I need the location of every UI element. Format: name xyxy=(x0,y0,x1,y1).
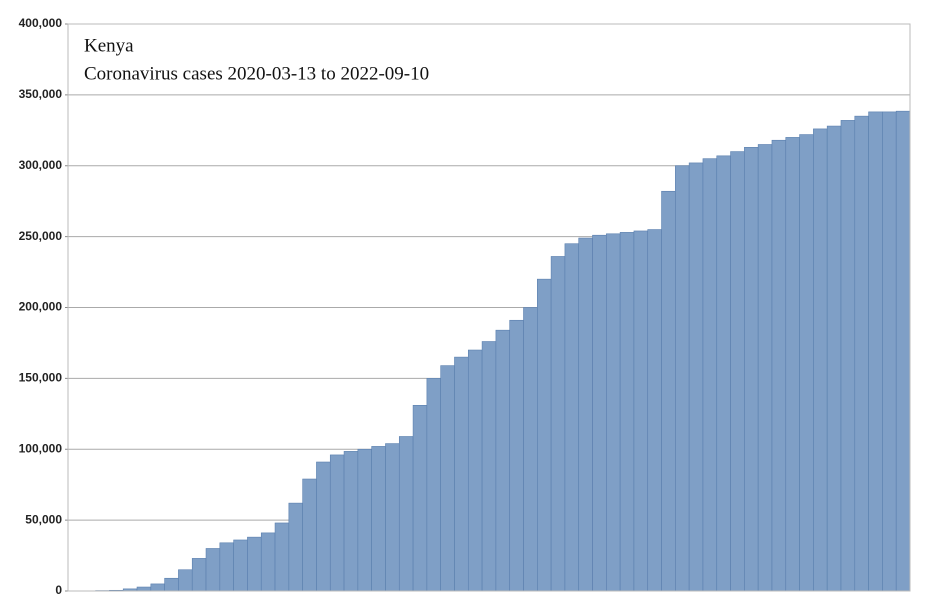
bar xyxy=(550,256,566,592)
bar xyxy=(647,229,662,592)
bar xyxy=(826,125,842,592)
chart-title: Kenya xyxy=(84,35,134,56)
bar xyxy=(288,502,303,592)
bar xyxy=(495,329,511,592)
bar xyxy=(481,341,497,592)
bar xyxy=(537,278,552,592)
y-tick-label: 200,000 xyxy=(19,300,63,314)
bar xyxy=(509,319,524,592)
bar xyxy=(730,151,745,592)
bar xyxy=(205,548,221,592)
bar xyxy=(247,536,262,592)
bar xyxy=(274,522,290,592)
bar xyxy=(357,448,372,592)
bar xyxy=(454,356,469,592)
bar xyxy=(606,233,621,592)
bar xyxy=(619,232,635,592)
bar xyxy=(302,478,317,592)
bar xyxy=(523,307,538,592)
bar xyxy=(385,443,400,592)
bar xyxy=(675,165,690,592)
y-tick-label: 350,000 xyxy=(19,87,63,101)
bar xyxy=(757,144,773,592)
y-tick-label: 0 xyxy=(55,583,62,597)
y-tick-label: 100,000 xyxy=(19,441,63,455)
bar xyxy=(716,155,731,592)
bar xyxy=(191,558,207,592)
bar xyxy=(854,115,869,592)
bar xyxy=(440,365,455,592)
bar xyxy=(868,111,883,592)
bar xyxy=(178,569,193,592)
bar xyxy=(688,162,704,592)
bar xyxy=(799,134,814,592)
bar xyxy=(136,586,152,592)
bar xyxy=(412,405,428,592)
bar xyxy=(371,446,386,592)
bar xyxy=(316,461,331,592)
bar xyxy=(840,120,856,592)
bar xyxy=(150,583,165,592)
bar xyxy=(578,237,593,592)
bar xyxy=(219,542,234,592)
bar xyxy=(744,147,759,592)
bar xyxy=(785,137,800,592)
chart-subtitle: Coronavirus cases 2020-03-13 to 2022-09-… xyxy=(84,63,429,84)
y-tick-label: 50,000 xyxy=(25,512,62,526)
bar xyxy=(426,378,441,592)
y-tick-label: 400,000 xyxy=(19,16,63,30)
bar xyxy=(813,128,828,592)
bar xyxy=(164,577,179,592)
bar xyxy=(895,110,911,592)
bar xyxy=(771,139,787,592)
y-tick-label: 300,000 xyxy=(19,158,63,172)
y-tick-label: 250,000 xyxy=(19,229,63,243)
bars xyxy=(81,110,911,592)
bar xyxy=(661,190,676,592)
y-tick-label: 150,000 xyxy=(19,371,63,385)
bar xyxy=(592,234,607,592)
bar xyxy=(398,436,414,592)
bar xyxy=(467,349,483,592)
bar xyxy=(633,230,649,592)
bar xyxy=(233,539,248,592)
plot-frame xyxy=(67,23,911,592)
bar xyxy=(564,243,580,592)
bar xyxy=(260,532,276,592)
bar xyxy=(343,451,359,592)
bar xyxy=(882,111,897,592)
bar xyxy=(329,454,345,592)
bar xyxy=(702,158,718,592)
